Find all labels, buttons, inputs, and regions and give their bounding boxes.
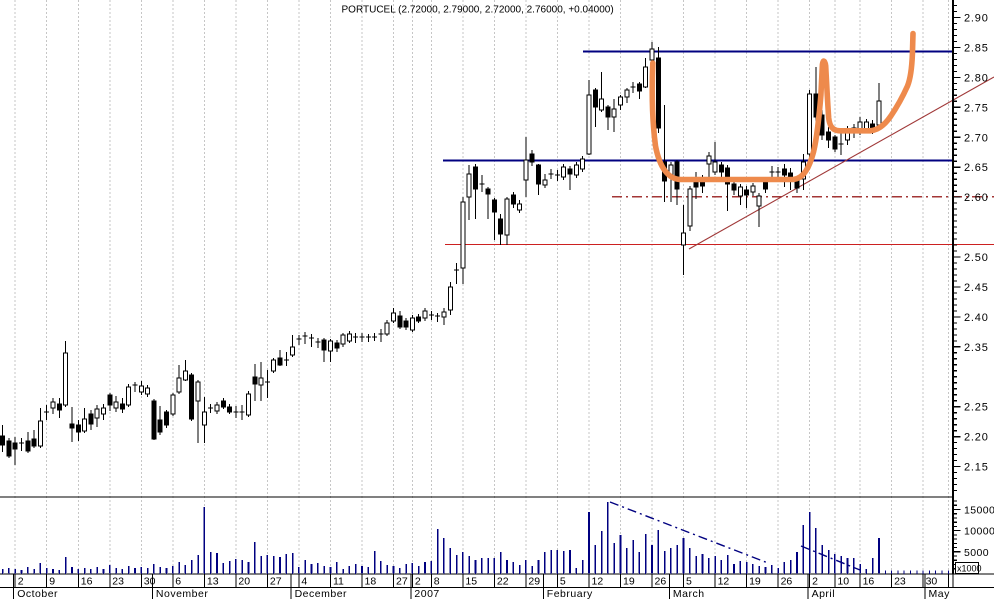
svg-text:6: 6	[175, 576, 181, 588]
svg-text:10000: 10000	[964, 526, 994, 538]
svg-text:5: 5	[560, 576, 566, 588]
svg-text:PORTUCEL (2.72000, 2.79000, 2.: PORTUCEL (2.72000, 2.79000, 2.72000, 2.7…	[342, 5, 614, 16]
svg-text:18: 18	[365, 576, 377, 588]
svg-text:October: October	[17, 588, 58, 599]
svg-text:April: April	[812, 588, 836, 599]
svg-text:2.75: 2.75	[964, 102, 989, 114]
svg-text:May: May	[929, 588, 951, 599]
svg-text:2: 2	[812, 576, 818, 588]
svg-text:2.40: 2.40	[964, 312, 989, 324]
svg-text:February: February	[547, 588, 593, 599]
svg-text:22: 22	[497, 576, 509, 588]
svg-text:2.65: 2.65	[964, 162, 989, 174]
svg-text:2007: 2007	[414, 588, 439, 599]
svg-text:2.70: 2.70	[964, 132, 989, 144]
svg-text:2.45: 2.45	[964, 282, 989, 294]
svg-text:2.20: 2.20	[964, 432, 989, 444]
svg-text:2.85: 2.85	[964, 42, 989, 54]
svg-text:27: 27	[270, 576, 282, 588]
svg-text:12: 12	[718, 576, 730, 588]
svg-text:15000: 15000	[964, 505, 994, 517]
svg-text:23: 23	[112, 576, 124, 588]
svg-text:13: 13	[207, 576, 219, 588]
svg-text:26: 26	[781, 576, 793, 588]
svg-text:5000: 5000	[964, 547, 989, 559]
svg-text:2.60: 2.60	[964, 192, 989, 204]
svg-text:27: 27	[396, 576, 408, 588]
svg-text:4: 4	[301, 576, 307, 588]
svg-text:November: November	[156, 588, 208, 599]
svg-text:5: 5	[686, 576, 692, 588]
svg-text:11: 11	[333, 576, 344, 588]
svg-text:2.80: 2.80	[964, 72, 989, 84]
svg-text:10: 10	[837, 576, 849, 588]
svg-text:2.25: 2.25	[964, 402, 989, 414]
svg-text:March: March	[673, 588, 705, 599]
svg-text:8: 8	[434, 576, 440, 588]
svg-text:30: 30	[144, 576, 156, 588]
svg-text:2.50: 2.50	[964, 252, 989, 264]
svg-text:16: 16	[81, 576, 93, 588]
svg-text:x1000: x1000	[957, 564, 982, 574]
svg-text:23: 23	[894, 576, 906, 588]
svg-text:2: 2	[415, 576, 421, 588]
svg-text:20: 20	[238, 576, 250, 588]
svg-text:19: 19	[623, 576, 635, 588]
svg-text:December: December	[295, 588, 347, 599]
svg-text:19: 19	[749, 576, 761, 588]
svg-text:2.35: 2.35	[964, 342, 989, 354]
svg-text:9: 9	[49, 576, 55, 588]
svg-text:12: 12	[592, 576, 604, 588]
svg-text:30: 30	[926, 576, 938, 588]
svg-text:2: 2	[18, 576, 24, 588]
svg-text:26: 26	[655, 576, 667, 588]
svg-text:29: 29	[528, 576, 540, 588]
svg-text:15: 15	[465, 576, 477, 588]
svg-text:2.90: 2.90	[964, 13, 989, 25]
svg-text:16: 16	[863, 576, 875, 588]
svg-text:2.15: 2.15	[964, 462, 989, 474]
